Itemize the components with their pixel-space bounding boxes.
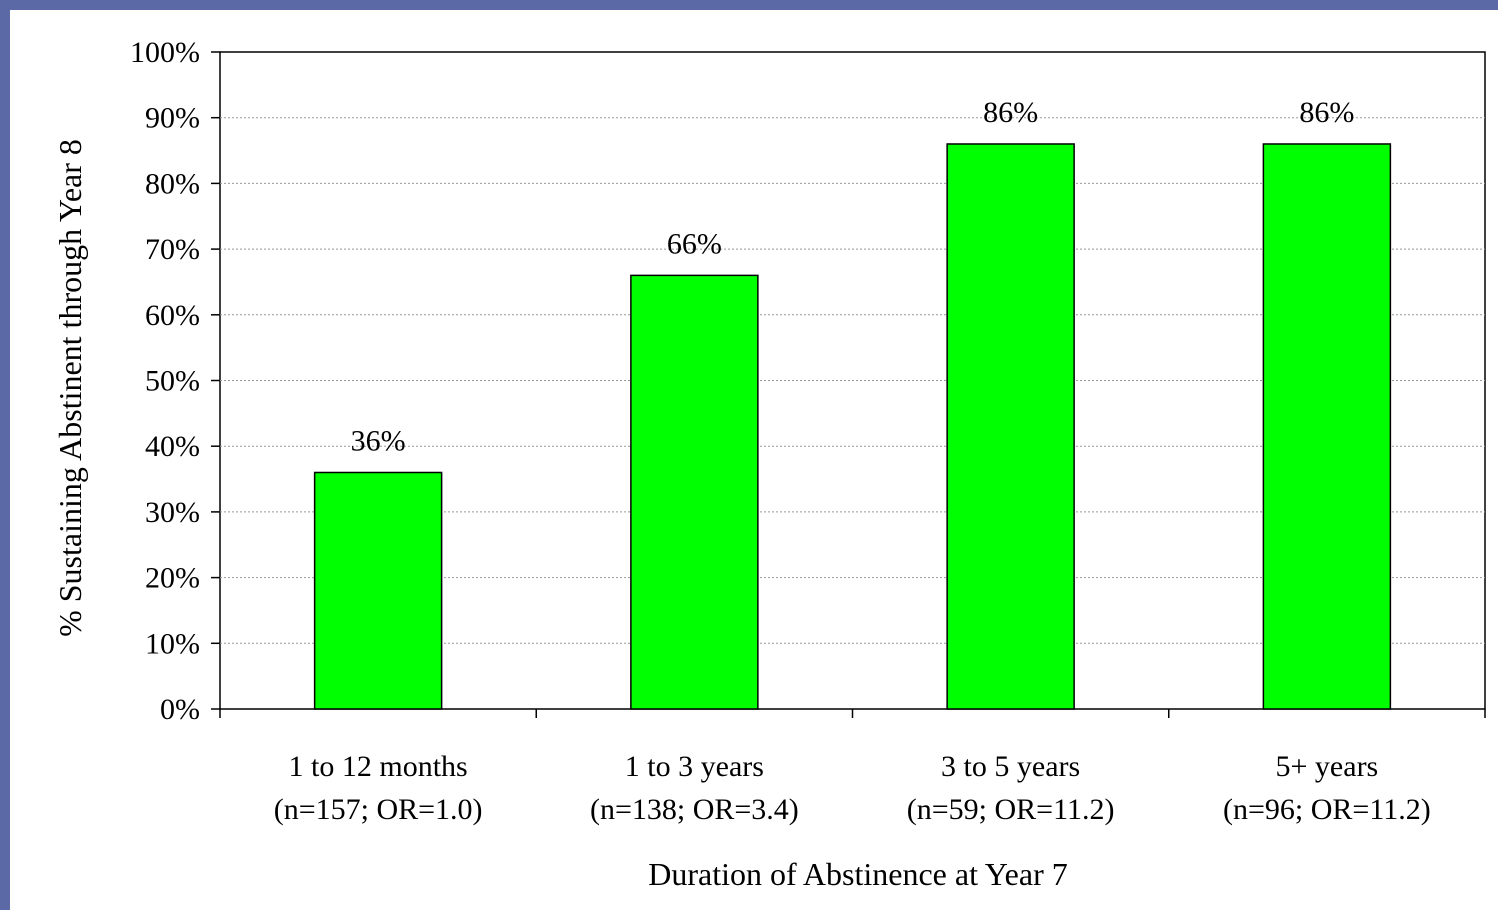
y-tick-label: 50%	[145, 365, 200, 398]
x-tick-label: (n=157; OR=1.0)	[274, 793, 483, 826]
bars: 36% 66% 86% 86%	[313, 96, 1392, 710]
x-tick-label: 1 to 12 months	[289, 750, 468, 783]
x-tick-label: (n=96; OR=11.2)	[1223, 793, 1431, 826]
y-tick-label: 0%	[160, 693, 200, 726]
y-tick-label: 20%	[145, 562, 200, 595]
x-axis-title: Duration of Abstinence at Year 7	[648, 856, 1067, 892]
y-tick-label: 60%	[145, 299, 200, 332]
bar	[1262, 143, 1392, 710]
y-tick-label: 90%	[145, 102, 200, 135]
x-tick-label: (n=59; OR=11.2)	[907, 793, 1115, 826]
x-tick-label: 3 to 5 years	[941, 750, 1080, 783]
bar	[313, 471, 443, 710]
x-tick-label: 1 to 3 years	[625, 750, 764, 783]
x-axis-ticks: 1 to 12 months (n=157; OR=1.0) 1 to 3 year…	[219, 709, 1486, 826]
x-tick-label: 5+ years	[1276, 750, 1379, 783]
y-tick-label: 80%	[145, 167, 200, 200]
data-label: 36%	[351, 424, 406, 457]
y-tick-label: 70%	[145, 233, 200, 266]
y-axis-title: % Sustaining Abstinent through Year 8	[52, 139, 88, 637]
data-label: 86%	[1299, 96, 1354, 129]
y-tick-label: 30%	[145, 496, 200, 529]
y-tick-label: 40%	[145, 430, 200, 463]
bar	[630, 274, 759, 710]
y-tick-label: 10%	[145, 627, 200, 660]
data-label: 86%	[983, 96, 1038, 129]
gridlines	[220, 117, 1485, 644]
y-axis-ticks: 0% 10% 20% 30% 40% 50% 60% 70% 80% 90% 100%	[130, 36, 220, 726]
bar	[946, 143, 1075, 710]
data-label: 66%	[667, 227, 722, 260]
y-tick-label: 100%	[130, 36, 200, 69]
x-tick-label: (n=138; OR=3.4)	[590, 793, 799, 826]
